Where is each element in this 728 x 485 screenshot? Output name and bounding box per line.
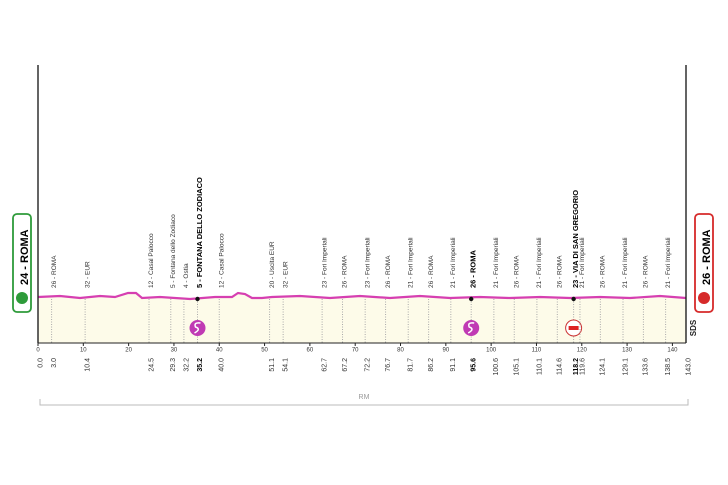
finish-box bbox=[694, 213, 714, 313]
waypoint-label: 12 - Casal Palocco bbox=[148, 233, 155, 288]
waypoint-label: 20 - Uscita EUR bbox=[269, 241, 276, 288]
km-label: 91.1 bbox=[450, 358, 457, 372]
x-tick-label: 110 bbox=[532, 348, 542, 354]
profile-line bbox=[37, 291, 687, 301]
km-label: 100.6 bbox=[493, 358, 500, 376]
waypoint-label: 26 - ROMA bbox=[643, 255, 650, 288]
stage-icon bbox=[698, 292, 710, 304]
km-label: 76.7 bbox=[385, 358, 392, 372]
waypoint-label: 21 - Fori Imperiali bbox=[493, 237, 500, 288]
waypoint-label: 26 - ROMA bbox=[428, 255, 435, 288]
waypoint-label: 26 - ROMA bbox=[513, 255, 520, 288]
waypoint-label: 21 - Fori Imperiali bbox=[579, 237, 586, 288]
x-tick-label: 40 bbox=[216, 348, 223, 354]
km-label: 114.6 bbox=[557, 358, 564, 375]
waypoint-label: 21 - Fori Imperiali bbox=[407, 237, 414, 288]
region-label: RM bbox=[359, 394, 370, 401]
km-label: 0.0 bbox=[37, 358, 44, 368]
km-label: 118.2 bbox=[573, 358, 580, 375]
waypoint-label: 21 - Fori Imperiali bbox=[665, 237, 672, 288]
waypoint-label: 32 - EUR bbox=[282, 261, 289, 288]
waypoint-label: 26 - ROMA bbox=[557, 255, 564, 288]
km-label: 86.2 bbox=[428, 358, 435, 372]
waypoint-label: 32 - EUR bbox=[84, 261, 91, 288]
km-label: 29.3 bbox=[170, 358, 177, 372]
km-label: 3.0 bbox=[51, 358, 58, 368]
waypoint-label: 23 - Fori Imperiali bbox=[321, 237, 328, 288]
waypoint-label: 26 - ROMA bbox=[342, 255, 349, 288]
redbull-icon-mark bbox=[568, 326, 579, 330]
km-label: 138.5 bbox=[665, 358, 672, 376]
waypoint-label: 26 - ROMA bbox=[51, 255, 58, 288]
waypoint-dot bbox=[469, 296, 474, 302]
x-tick-label: 20 bbox=[125, 348, 132, 354]
km-label: 40.0 bbox=[219, 358, 226, 372]
waypoint-label: 23 - Fori Imperiali bbox=[364, 237, 371, 288]
x-tick-label: 90 bbox=[442, 348, 449, 354]
km-label: 32.2 bbox=[183, 358, 190, 372]
waypoint-label: 26 - ROMA bbox=[600, 255, 607, 288]
region-bracket bbox=[39, 399, 689, 406]
sprint-icon-mark bbox=[194, 322, 201, 334]
x-tick-label: 80 bbox=[397, 348, 404, 354]
x-tick-label: 140 bbox=[667, 348, 678, 354]
waypoint-label: 5 - FONTANA DELLO ZODIACO bbox=[195, 177, 204, 288]
waypoint-label: 12 - Casal Palocco bbox=[218, 233, 225, 288]
km-label: 119.6 bbox=[579, 358, 586, 375]
waypoint-label: 4 - Ostia bbox=[183, 263, 190, 288]
waypoint-label: 21 - Fori Imperiali bbox=[536, 237, 543, 288]
x-tick-label: 30 bbox=[171, 348, 178, 354]
stage-icon bbox=[16, 292, 28, 304]
waypoint-label: 21 - Fori Imperiali bbox=[450, 237, 457, 288]
km-label: 129.1 bbox=[622, 358, 629, 376]
start-label: 24 - ROMA bbox=[19, 229, 31, 285]
x-tick-label: 100 bbox=[486, 348, 497, 354]
x-tick-label: 70 bbox=[352, 348, 359, 354]
waypoint-label: 21 - Fori Imperiali bbox=[622, 237, 629, 288]
x-tick-label: 50 bbox=[261, 348, 268, 354]
x-tick-label: 0 bbox=[36, 348, 40, 354]
km-label: 81.7 bbox=[408, 358, 415, 372]
km-label: 67.2 bbox=[342, 358, 349, 372]
logo: SDS bbox=[689, 319, 698, 336]
km-label: 51.1 bbox=[269, 358, 276, 372]
km-label: 62.7 bbox=[321, 358, 328, 372]
waypoint-dot bbox=[195, 296, 200, 302]
waypoint-label: 23 - VIA DI SAN GREGORIO bbox=[571, 190, 580, 288]
sprint-icon-mark bbox=[467, 322, 475, 334]
waypoint-dot bbox=[571, 296, 576, 302]
km-label: 110.1 bbox=[536, 358, 543, 375]
waypoint-label: 26 - ROMA bbox=[469, 249, 478, 288]
km-label: 35.2 bbox=[197, 358, 204, 372]
km-label: 143.0 bbox=[685, 358, 692, 376]
profile-fill bbox=[38, 293, 686, 343]
km-label: 72.2 bbox=[365, 358, 372, 372]
finish-label: 26 - ROMA bbox=[701, 229, 713, 285]
km-label: 24.5 bbox=[148, 358, 155, 372]
x-tick-label: 120 bbox=[577, 348, 588, 354]
km-label: 95.6 bbox=[471, 358, 478, 372]
start-box bbox=[12, 213, 32, 313]
x-tick-label: 130 bbox=[622, 348, 633, 354]
waypoint-label: 5 - Fontana dello Zodiaco bbox=[170, 214, 177, 288]
x-tick-label: 60 bbox=[307, 348, 314, 354]
waypoint-label: 26 - ROMA bbox=[385, 255, 392, 288]
x-tick-label: 10 bbox=[80, 348, 87, 354]
km-label: 124.1 bbox=[600, 358, 607, 376]
km-label: 105.1 bbox=[514, 358, 521, 376]
km-label: 133.6 bbox=[643, 358, 650, 376]
km-label: 10.4 bbox=[84, 358, 91, 372]
km-label: 54.1 bbox=[282, 358, 289, 372]
